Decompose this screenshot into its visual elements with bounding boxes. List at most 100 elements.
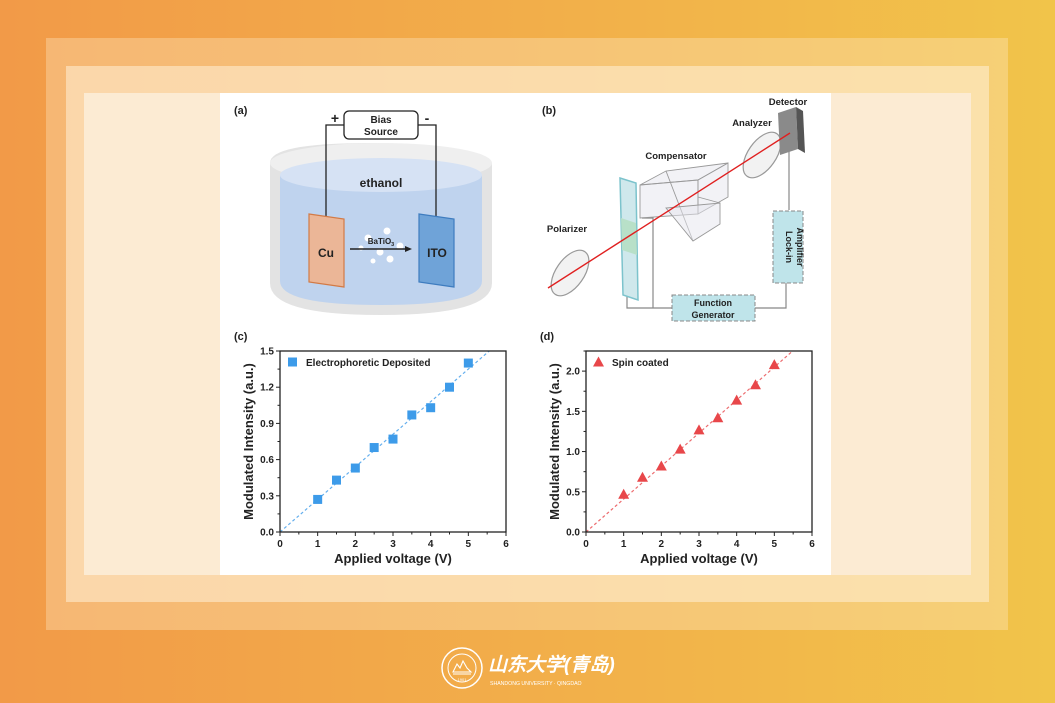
- x-axis-label: Applied voltage (V): [334, 551, 452, 566]
- cu-electrode: [308, 213, 345, 288]
- data-point: [426, 403, 436, 413]
- x-tick-label: 4: [428, 539, 434, 550]
- fit-line: [585, 350, 794, 533]
- detector-label: Detector: [769, 97, 808, 108]
- detector-side: [796, 107, 805, 153]
- y-tick-label: 0.3: [260, 491, 274, 502]
- data-point: [463, 358, 473, 368]
- ito-electrode: [418, 213, 455, 288]
- x-axis-label: Applied voltage (V): [640, 551, 758, 566]
- data-point: [750, 379, 761, 390]
- batio3-particles: [358, 227, 404, 264]
- lockin-label-2: Amplifier: [795, 227, 805, 267]
- x-tick-label: 2: [659, 539, 665, 550]
- data-point: [693, 424, 705, 435]
- y-tick-label: 2.0: [566, 367, 580, 378]
- x-tick-label: 3: [696, 539, 702, 550]
- x-tick-label: 3: [390, 539, 396, 550]
- x-tick-label: 1: [621, 539, 627, 550]
- data-point: [712, 412, 724, 423]
- panel-c-label: (c): [234, 331, 248, 343]
- wire-comp-fg: [642, 217, 654, 308]
- wire-positive: [325, 124, 344, 216]
- x-tick-label: 6: [503, 539, 509, 550]
- x-tick-label: 4: [734, 539, 740, 550]
- x-tick-label: 0: [583, 539, 589, 550]
- data-point: [445, 382, 454, 392]
- data-point: [369, 443, 379, 453]
- data-point: [618, 488, 630, 499]
- function-generator-label-2: Generator: [691, 310, 735, 320]
- y-tick-label: 0.5: [566, 487, 580, 498]
- x-tick-label: 0: [277, 539, 283, 550]
- wire-negative: [418, 124, 437, 220]
- ito-label: ITO: [427, 246, 447, 260]
- y-tick-label: 0.0: [260, 528, 274, 539]
- y-tick-label: 1.5: [260, 347, 274, 358]
- wire-fg-lockin: [755, 283, 787, 309]
- compensator-prism: [639, 162, 729, 242]
- legend-marker: [288, 357, 297, 367]
- y-tick-label: 0.9: [260, 419, 274, 430]
- x-tick-label: 1: [315, 539, 321, 550]
- data-point: [313, 494, 323, 504]
- data-point: [655, 460, 667, 471]
- solvent-label: ethanol: [360, 176, 403, 190]
- panel-a-diagram: (a) ethanol Bias Source + - Cu ITO BaTiO…: [234, 105, 492, 315]
- data-point: [674, 443, 686, 454]
- legend-label: Electrophoretic Deposited: [306, 358, 430, 369]
- liquid-surface: [280, 158, 482, 192]
- seal-icon: 1901: [441, 647, 483, 689]
- lockin-box: [772, 210, 804, 284]
- university-logo: 1901 山东大学(青岛) SHANDONG UNIVERSITY · QING…: [440, 645, 620, 693]
- minus-sign: -: [425, 110, 430, 126]
- panel-d-label: (d): [540, 331, 554, 343]
- seal-year: 1901: [458, 677, 468, 682]
- y-tick-label: 0.0: [566, 528, 580, 539]
- polarizer: [550, 249, 590, 297]
- deposition-arrowhead: [405, 246, 412, 252]
- logo-english: SHANDONG UNIVERSITY · QINGDAO: [490, 681, 582, 687]
- x-tick-label: 6: [809, 539, 815, 550]
- batio3-label: BaTiO3: [368, 237, 394, 248]
- polarizer-label: Polarizer: [547, 224, 587, 235]
- function-generator-box: [671, 294, 756, 322]
- function-generator-label-1: Function: [694, 298, 732, 308]
- chart-c: (c) 0 1 2 3 4 5 6 0.0 0.3 0.6 0.9 1.2 1.5 Applied vol…: [234, 331, 509, 566]
- panel-a-label: (a): [234, 105, 248, 117]
- data-point: [637, 471, 648, 482]
- legend-marker: [593, 356, 604, 367]
- laser-beam: [547, 132, 791, 289]
- compensator-label: Compensator: [645, 151, 707, 162]
- bias-source-line1: Bias: [370, 115, 392, 126]
- data-point: [768, 359, 780, 370]
- figure-panel: (a) ethanol Bias Source + - Cu ITO BaTiO…: [220, 93, 831, 575]
- cu-label: Cu: [318, 246, 334, 260]
- analyzer: [742, 131, 782, 179]
- y-tick-label: 1.2: [260, 383, 274, 394]
- y-tick-label: 0.6: [260, 455, 274, 466]
- data-point: [388, 434, 398, 444]
- x-tick-label: 2: [353, 539, 359, 550]
- lockin-label-1: Lock-in: [784, 231, 794, 263]
- bias-source-line2: Source: [364, 127, 398, 138]
- panel-b-diagram: (b) Compensator Polarizer Analyzer Detec…: [542, 97, 808, 322]
- chart-d: (d) 0 1 2 3 4 5 6 0.0 0.5 1.0 1.5 2.0 Applied voltag…: [540, 331, 815, 566]
- x-tick-label: 5: [772, 539, 778, 550]
- data-point: [407, 410, 417, 420]
- analyzer-label: Analyzer: [732, 118, 772, 129]
- data-point: [332, 475, 341, 485]
- plot-frame: [585, 350, 813, 533]
- legend-label: Spin coated: [612, 358, 669, 369]
- data-point: [350, 463, 360, 473]
- y-axis-label: Modulated Intensity (a.u.): [547, 363, 562, 520]
- fit-line: [279, 350, 490, 533]
- plus-sign: +: [331, 110, 339, 126]
- data-point: [731, 394, 743, 405]
- y-tick-label: 1.0: [566, 447, 580, 458]
- y-axis-label: Modulated Intensity (a.u.): [241, 363, 256, 520]
- logo-chinese: 山东大学(青岛): [488, 654, 615, 676]
- y-tick-label: 1.5: [566, 407, 580, 418]
- bias-source-box: [343, 110, 419, 140]
- panel-b-label: (b): [542, 105, 556, 117]
